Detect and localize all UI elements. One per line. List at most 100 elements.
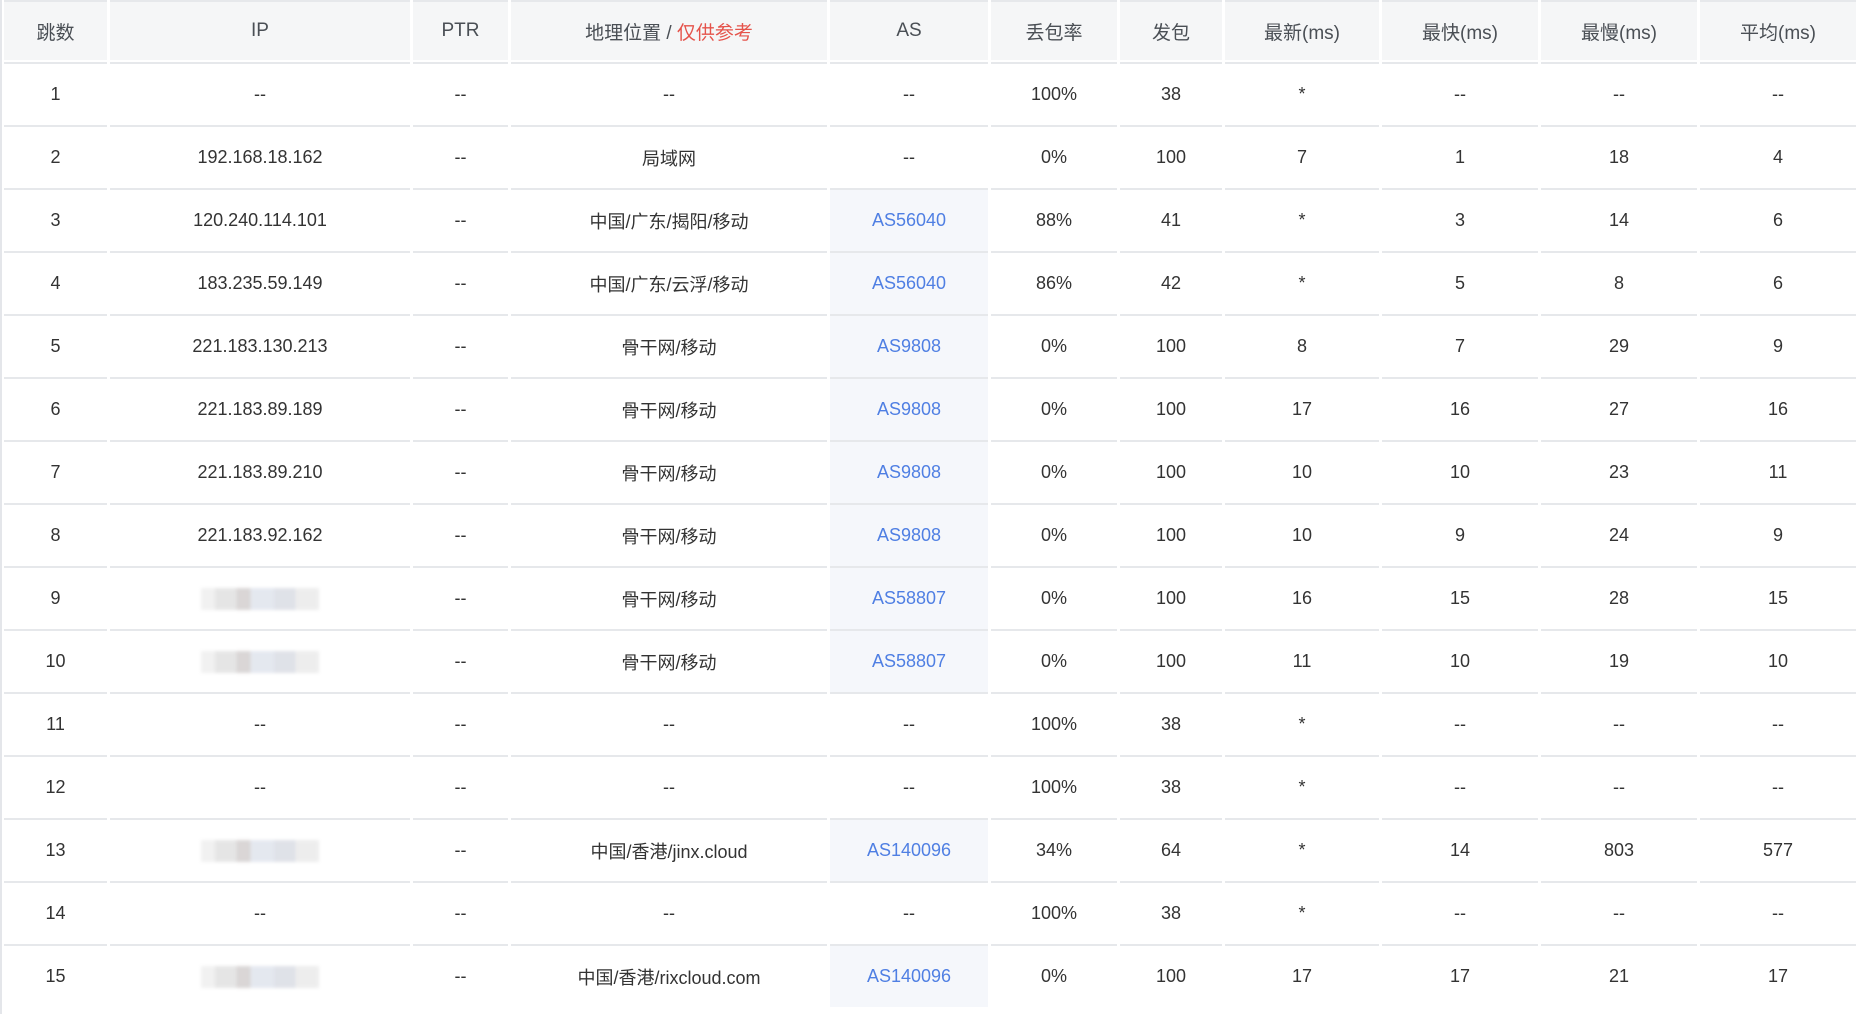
cell-best: 3 bbox=[1382, 188, 1538, 251]
cell-sent: 100 bbox=[1120, 440, 1222, 503]
cell-as: AS140096 bbox=[830, 944, 988, 1007]
as-link[interactable]: AS56040 bbox=[871, 273, 947, 293]
as-link[interactable]: AS9808 bbox=[876, 336, 942, 356]
cell-loss: 0% bbox=[991, 629, 1117, 692]
cell-geo: 骨干网/移动 bbox=[511, 440, 827, 503]
cell-as: -- bbox=[830, 692, 988, 755]
redacted-ip-blur bbox=[201, 839, 319, 862]
cell-ptr: -- bbox=[413, 944, 508, 1007]
cell-hop: 14 bbox=[4, 881, 107, 944]
table-row: 1 -- -- -- -- 100% 38 * -- -- -- bbox=[4, 62, 1856, 125]
cell-worst: -- bbox=[1541, 881, 1697, 944]
cell-avg: 6 bbox=[1700, 188, 1856, 251]
cell-geo: 骨干网/移动 bbox=[511, 314, 827, 377]
cell-as: AS9808 bbox=[830, 314, 988, 377]
cell-ptr: -- bbox=[413, 251, 508, 314]
cell-ptr: -- bbox=[413, 503, 508, 566]
cell-ip: 221.183.130.213 bbox=[110, 314, 410, 377]
as-link[interactable]: AS58807 bbox=[871, 588, 947, 608]
cell-ip: 120.240.114.101 bbox=[110, 188, 410, 251]
cell-avg: 4 bbox=[1700, 125, 1856, 188]
cell-loss: 100% bbox=[991, 62, 1117, 125]
cell-geo: -- bbox=[511, 755, 827, 818]
cell-hop: 8 bbox=[4, 503, 107, 566]
cell-ip bbox=[110, 629, 410, 692]
cell-loss: 100% bbox=[991, 755, 1117, 818]
cell-sent: 100 bbox=[1120, 566, 1222, 629]
cell-geo: 骨干网/移动 bbox=[511, 566, 827, 629]
cell-geo: -- bbox=[511, 692, 827, 755]
table-row: 13 -- 中国/香港/jinx.cloud AS140096 34% 64 * 14 803 5… bbox=[4, 818, 1856, 881]
cell-sent: 100 bbox=[1120, 377, 1222, 440]
cell-ip: 221.183.89.189 bbox=[110, 377, 410, 440]
table-row: 14 -- -- -- -- 100% 38 * -- -- -- bbox=[4, 881, 1856, 944]
cell-best: 10 bbox=[1382, 440, 1538, 503]
cell-avg: -- bbox=[1700, 692, 1856, 755]
cell-worst: 803 bbox=[1541, 818, 1697, 881]
cell-ip: 221.183.92.162 bbox=[110, 503, 410, 566]
cell-worst: 29 bbox=[1541, 314, 1697, 377]
cell-ip: 183.235.59.149 bbox=[110, 251, 410, 314]
cell-sent: 38 bbox=[1120, 692, 1222, 755]
cell-sent: 38 bbox=[1120, 881, 1222, 944]
cell-best: -- bbox=[1382, 692, 1538, 755]
cell-last: * bbox=[1225, 755, 1379, 818]
as-link[interactable]: AS9808 bbox=[876, 462, 942, 482]
table-row: 15 -- 中国/香港/rixcloud.com AS140096 0% 100 17 17 2… bbox=[4, 944, 1856, 1007]
cell-geo: 中国/香港/jinx.cloud bbox=[511, 818, 827, 881]
cell-ptr: -- bbox=[413, 818, 508, 881]
cell-hop: 10 bbox=[4, 629, 107, 692]
cell-ip: -- bbox=[110, 755, 410, 818]
cell-avg: 6 bbox=[1700, 251, 1856, 314]
table-row: 10 -- 骨干网/移动 AS58807 0% 100 11 10 19 10 bbox=[4, 629, 1856, 692]
header-sent: 发包 bbox=[1120, 0, 1222, 62]
cell-geo: 局域网 bbox=[511, 125, 827, 188]
cell-last: * bbox=[1225, 251, 1379, 314]
cell-avg: 577 bbox=[1700, 818, 1856, 881]
cell-worst: 27 bbox=[1541, 377, 1697, 440]
cell-loss: 86% bbox=[991, 251, 1117, 314]
as-link[interactable]: AS9808 bbox=[876, 399, 942, 419]
header-row: 跳数 IP PTR 地理位置 / 仅供参考 AS 丢包率 发包 最新(ms) 最… bbox=[4, 0, 1856, 62]
cell-avg: 9 bbox=[1700, 314, 1856, 377]
as-link[interactable]: AS140096 bbox=[866, 966, 952, 986]
as-link[interactable]: AS9808 bbox=[876, 525, 942, 545]
cell-geo: 骨干网/移动 bbox=[511, 503, 827, 566]
header-best: 最快(ms) bbox=[1382, 0, 1538, 62]
cell-loss: 34% bbox=[991, 818, 1117, 881]
cell-loss: 0% bbox=[991, 377, 1117, 440]
cell-sent: 100 bbox=[1120, 314, 1222, 377]
cell-geo: -- bbox=[511, 62, 827, 125]
cell-as: AS56040 bbox=[830, 251, 988, 314]
cell-worst: 18 bbox=[1541, 125, 1697, 188]
cell-ptr: -- bbox=[413, 881, 508, 944]
cell-worst: 8 bbox=[1541, 251, 1697, 314]
cell-geo: 中国/广东/云浮/移动 bbox=[511, 251, 827, 314]
cell-best: 17 bbox=[1382, 944, 1538, 1007]
cell-ptr: -- bbox=[413, 377, 508, 440]
cell-avg: -- bbox=[1700, 62, 1856, 125]
cell-ptr: -- bbox=[413, 566, 508, 629]
cell-ip bbox=[110, 944, 410, 1007]
cell-hop: 2 bbox=[4, 125, 107, 188]
cell-ip: 221.183.89.210 bbox=[110, 440, 410, 503]
as-link[interactable]: AS58807 bbox=[871, 651, 947, 671]
cell-ptr: -- bbox=[413, 62, 508, 125]
cell-as: -- bbox=[830, 62, 988, 125]
cell-loss: 0% bbox=[991, 440, 1117, 503]
cell-best: -- bbox=[1382, 881, 1538, 944]
header-loss: 丢包率 bbox=[991, 0, 1117, 62]
cell-avg: -- bbox=[1700, 755, 1856, 818]
table-row: 2 192.168.18.162 -- 局域网 -- 0% 100 7 1 18 4 bbox=[4, 125, 1856, 188]
header-last: 最新(ms) bbox=[1225, 0, 1379, 62]
cell-last: * bbox=[1225, 692, 1379, 755]
as-link[interactable]: AS140096 bbox=[866, 840, 952, 860]
cell-last: 8 bbox=[1225, 314, 1379, 377]
cell-sent: 64 bbox=[1120, 818, 1222, 881]
table-row: 3 120.240.114.101 -- 中国/广东/揭阳/移动 AS56040 88% 4… bbox=[4, 188, 1856, 251]
as-link[interactable]: AS56040 bbox=[871, 210, 947, 230]
cell-ip bbox=[110, 818, 410, 881]
header-hop: 跳数 bbox=[4, 0, 107, 62]
cell-hop: 5 bbox=[4, 314, 107, 377]
